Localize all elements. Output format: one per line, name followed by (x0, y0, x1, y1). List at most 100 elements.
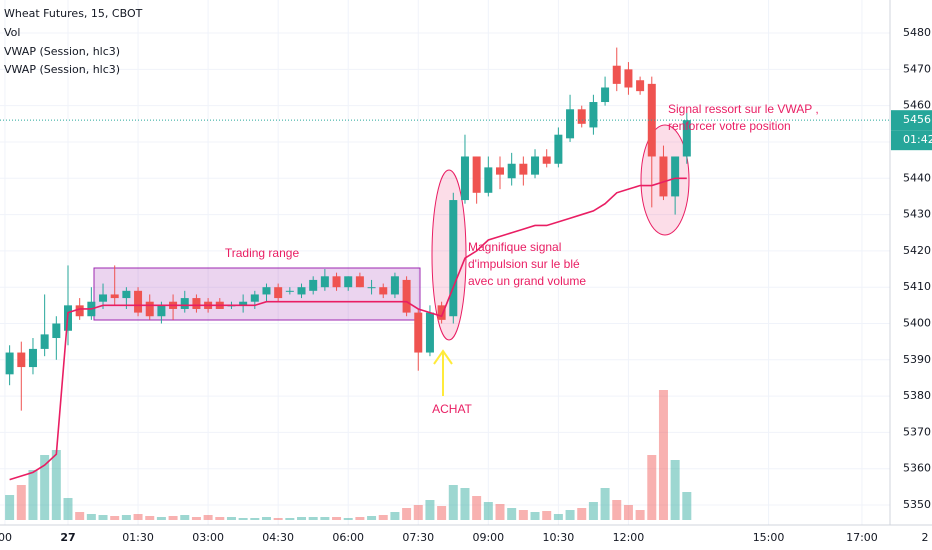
volume-bar (425, 500, 435, 520)
volume-bar (378, 515, 388, 520)
candle-body (134, 290, 143, 313)
x-tick-label: 27 (60, 531, 75, 544)
x-tick-label: 12:00 (613, 531, 645, 544)
candle-body (507, 163, 516, 179)
candle-body (52, 323, 61, 339)
axis-layer: 5350 5360 5370 5380 5390 5400 5410 5420 5430 5440… (0, 26, 932, 544)
buy-label: ACHAT (432, 402, 472, 416)
candle-body (122, 290, 131, 299)
volume-bar (320, 517, 330, 520)
candle-body (671, 156, 680, 197)
volume-bar (16, 485, 26, 520)
impulse-ellipse (431, 169, 467, 341)
legend-entry: VWAP (Session, hlc3) (4, 45, 120, 58)
candle-body (554, 134, 563, 164)
volume-bar (226, 517, 236, 520)
y-tick-label: 5390 (903, 353, 931, 366)
vwap-line (9, 177, 687, 481)
candle-body (531, 156, 540, 175)
volume-bar (612, 500, 622, 520)
grid (0, 0, 890, 525)
countdown-box (891, 130, 932, 151)
volume-bar (343, 518, 353, 520)
volume-bar (553, 514, 563, 520)
volume-bar (191, 517, 201, 520)
candle-body (28, 348, 37, 368)
volume-bar (308, 517, 318, 520)
candle-body (75, 305, 84, 317)
volume-bar (297, 517, 307, 520)
candle-body (110, 294, 119, 299)
volume-layer (5, 390, 692, 520)
candle-body (460, 156, 469, 201)
volume-bar (215, 517, 225, 520)
candle-body (472, 156, 481, 193)
volume-bar (483, 502, 493, 520)
volume-bar (110, 516, 120, 520)
volume-bar (168, 516, 178, 520)
volume-bar (238, 518, 248, 520)
candle-body (519, 163, 528, 175)
volume-bar (145, 516, 155, 520)
y-tick-label: 5400 (903, 316, 931, 329)
volume-bar (518, 510, 528, 520)
volume-bar (670, 460, 680, 520)
x-tick-label: 00 (0, 531, 12, 544)
y-tick-label: 5430 (903, 208, 931, 221)
volume-bar (658, 390, 668, 520)
legend-entry: Vol (4, 26, 20, 39)
volume-bar (121, 515, 131, 520)
candle-body (355, 276, 364, 288)
candle-body (309, 279, 318, 291)
candle-body (40, 334, 49, 349)
volume-bar (588, 502, 598, 520)
candle-body (402, 279, 411, 313)
volume-bar (577, 508, 587, 520)
candle-body (449, 200, 458, 317)
volume-bar (28, 470, 38, 520)
candle-body (601, 87, 610, 103)
impulse-label: Magnifique signal (468, 240, 561, 254)
volume-bar (472, 496, 482, 520)
candle-body (542, 156, 551, 164)
volume-bar (98, 515, 108, 520)
volume-bar (180, 515, 190, 520)
last-price-box (891, 110, 932, 131)
volume-bar (273, 518, 283, 520)
volume-bar (75, 512, 85, 520)
y-tick-label: 5460 (903, 99, 931, 112)
candle-body (425, 312, 434, 353)
candle-body (379, 287, 388, 295)
candle-body (180, 298, 189, 309)
candle-body (320, 276, 329, 288)
volume-bar (261, 517, 271, 520)
y-tick-label: 5410 (903, 280, 931, 293)
volume-bar (86, 514, 96, 520)
volume-bar (133, 514, 143, 520)
volume-bar (63, 498, 73, 520)
candle-body (577, 109, 586, 124)
candle-body (390, 276, 399, 295)
x-tick-label: 01:30 (122, 531, 154, 544)
candle-body (250, 294, 259, 302)
candle-body (367, 287, 376, 289)
y-tick-label: 5470 (903, 62, 931, 75)
candle-body (612, 65, 621, 84)
candle-body (145, 301, 154, 317)
candle-body (484, 167, 493, 193)
volume-bar (530, 512, 540, 520)
candle-body (437, 305, 446, 320)
x-tick-label: 06:00 (332, 531, 364, 544)
volume-bar (40, 455, 50, 520)
rebound-label: Signal ressort sur le VWAP , (668, 102, 819, 116)
candle-body (589, 102, 598, 128)
volume-bar (285, 518, 295, 520)
volume-bar (682, 492, 692, 520)
candle-body (495, 167, 504, 175)
volume-bar (647, 455, 657, 520)
volume-bar (402, 508, 412, 520)
x-tick-label: 07:30 (402, 531, 434, 544)
x-tick-label: 15:00 (753, 531, 785, 544)
rebound-label: renforcer votre position (668, 119, 791, 133)
